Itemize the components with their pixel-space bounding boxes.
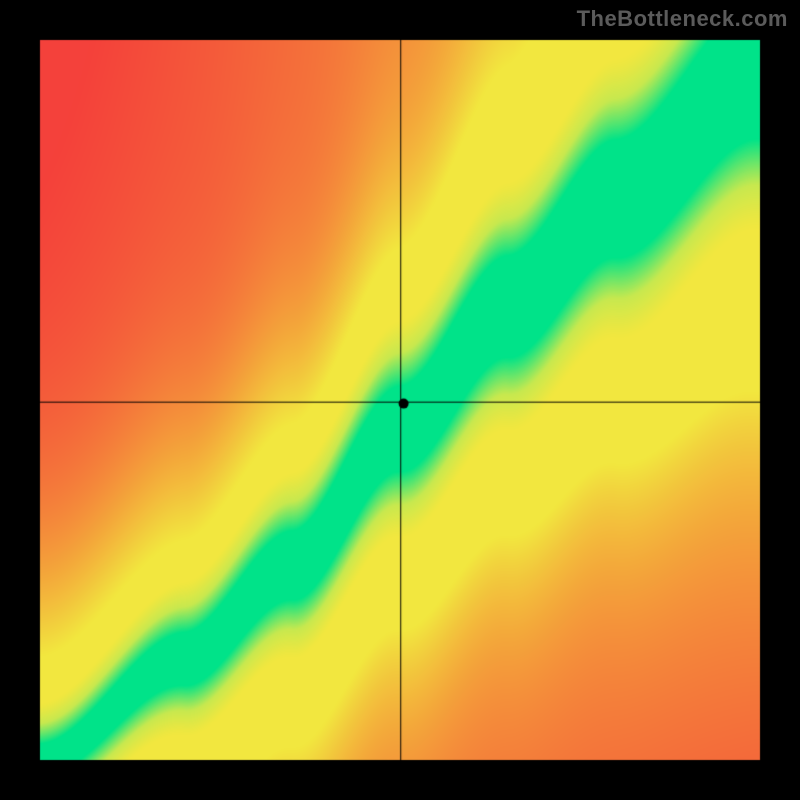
chart-container: TheBottleneck.com	[0, 0, 800, 800]
attribution-watermark: TheBottleneck.com	[577, 6, 788, 32]
bottleneck-heatmap-canvas	[0, 0, 800, 800]
